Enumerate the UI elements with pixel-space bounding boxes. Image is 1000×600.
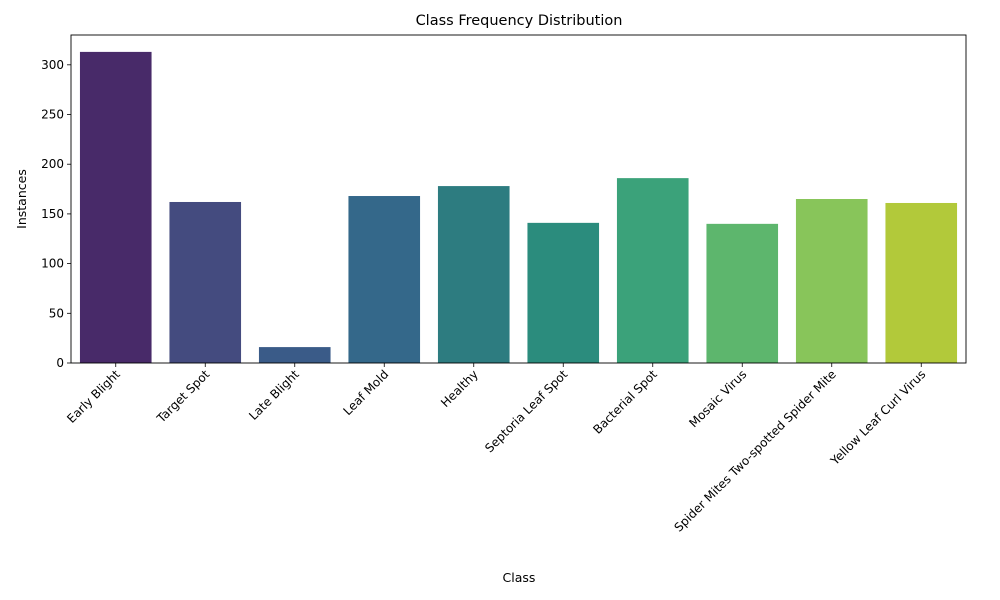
y-axis-label: Instances: [14, 169, 29, 229]
x-tick-label-0: Early Blight: [64, 367, 123, 426]
x-tick-label-1: Target Spot: [154, 367, 213, 426]
bar-4: [437, 186, 510, 363]
x-axis-label: Class: [503, 570, 536, 585]
bar-1: [169, 201, 242, 363]
bar-6: [616, 178, 689, 363]
y-tick-label-6: 300: [41, 58, 64, 72]
bars-group: [79, 51, 958, 363]
x-tick-label-9: Yellow Leaf Curl Virus: [827, 367, 928, 468]
plot-frame: [70, 34, 967, 364]
bar-0: [79, 51, 152, 363]
bar-9: [885, 202, 958, 363]
x-axis: Early Blight Target Spot Late Blight Leaf M…: [64, 363, 928, 535]
bar-2: [258, 347, 331, 363]
x-tick-label-4: Healthy: [438, 367, 481, 410]
y-tick-label-3: 150: [41, 207, 64, 221]
y-tick-label-5: 250: [41, 108, 64, 122]
chart-title: Class Frequency Distribution: [416, 13, 623, 29]
y-tick-label-0: 0: [56, 356, 64, 370]
y-tick-label-2: 100: [41, 257, 64, 271]
x-tick-label-8: Spider Mites Two-spotted Spider Mite: [671, 367, 838, 534]
x-tick-label-7: Mosaic Virus: [686, 367, 749, 430]
y-tick-label-1: 50: [49, 306, 64, 320]
x-tick-label-5: Septoria Leaf Spot: [482, 367, 570, 455]
x-tick-label-3: Leaf Mold: [341, 367, 392, 418]
bar-3: [348, 196, 421, 363]
y-axis: 0 50 100 150 200 250 300: [41, 58, 71, 370]
bar-5: [527, 222, 600, 363]
x-tick-label-2: Late Blight: [246, 367, 302, 423]
x-tick-label-6: Bacterial Spot: [590, 367, 660, 437]
y-tick-label-4: 200: [41, 157, 64, 171]
bar-8: [795, 199, 868, 363]
bar-7: [706, 223, 779, 363]
